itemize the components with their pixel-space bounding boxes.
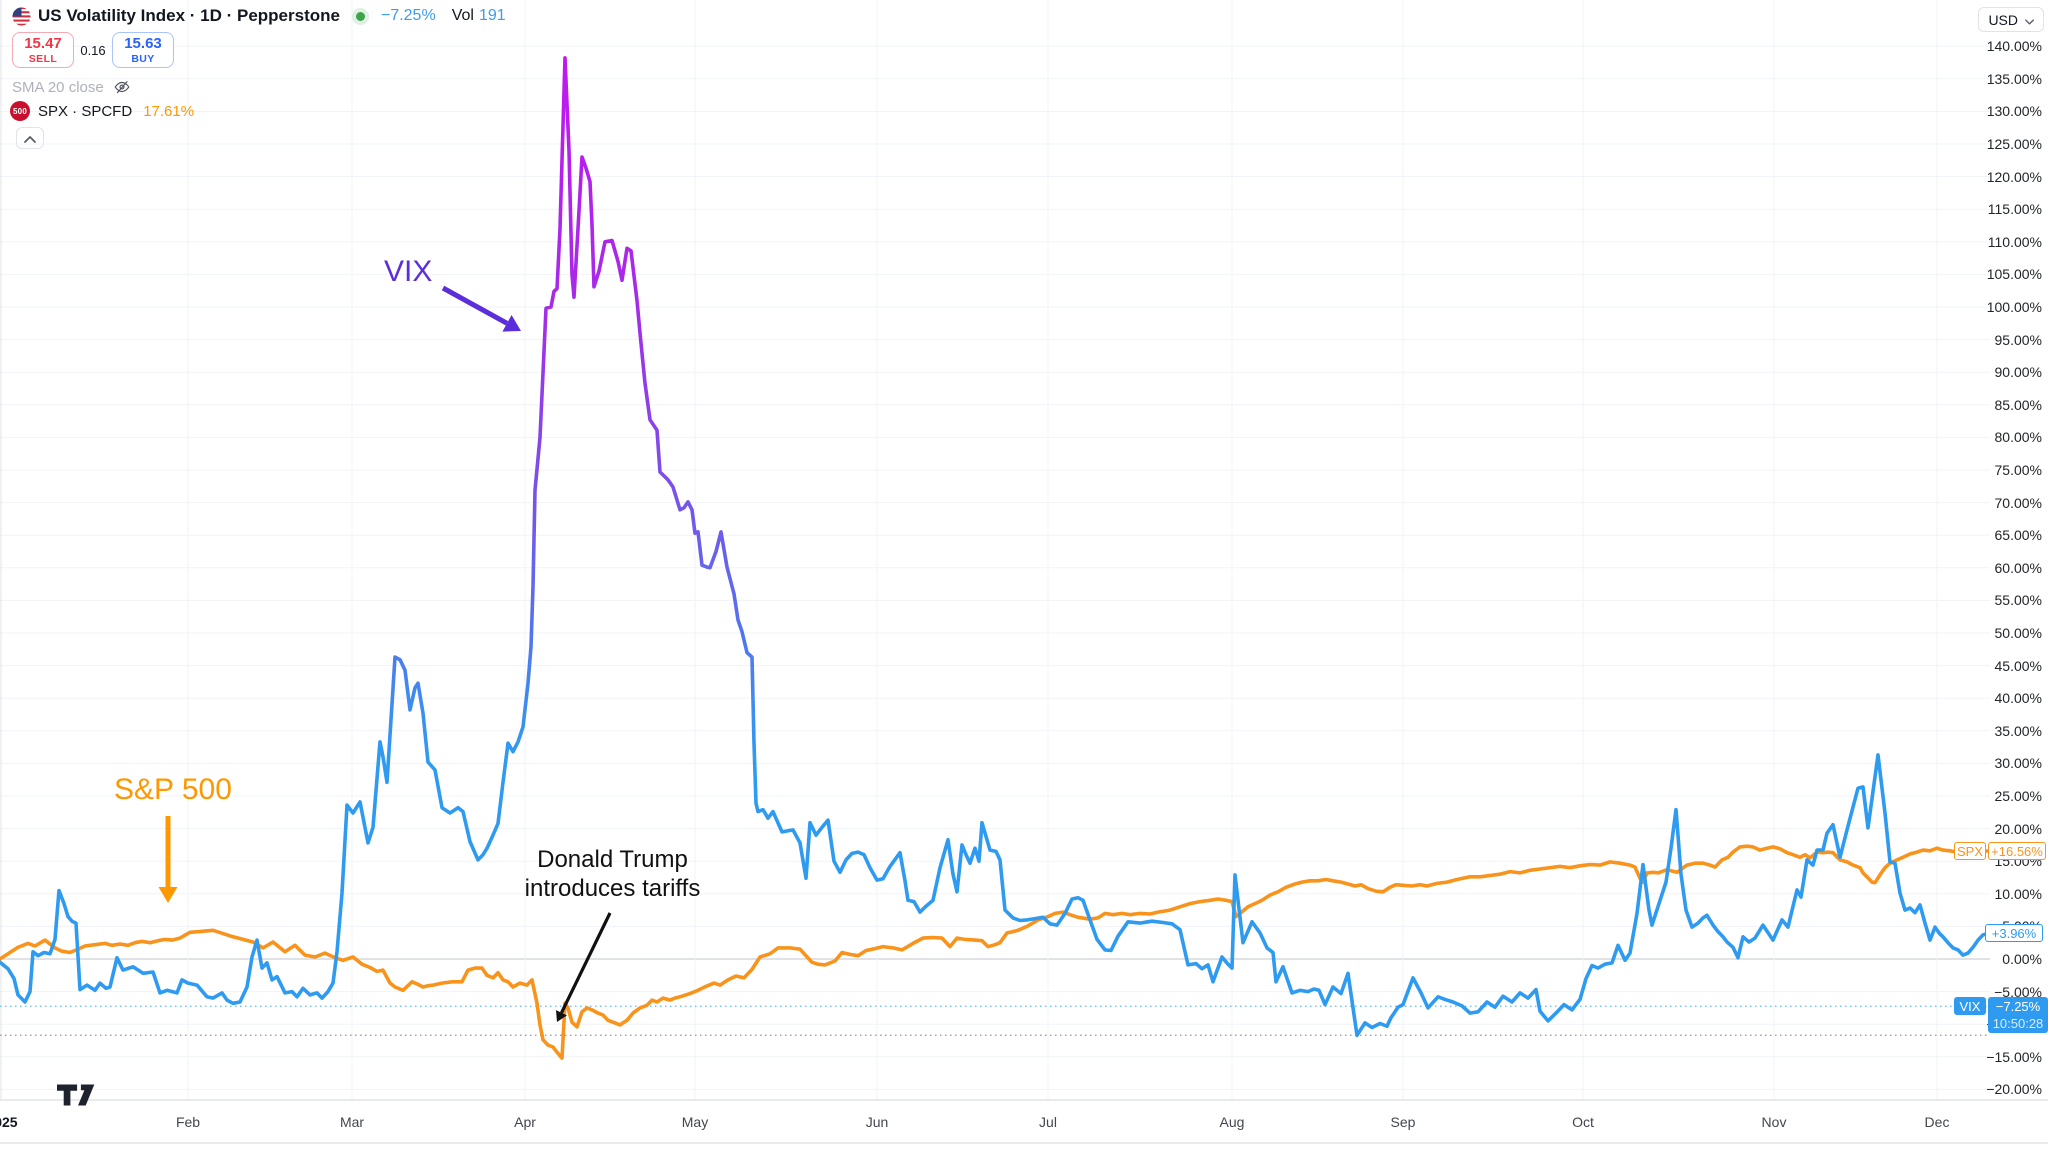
time-axis[interactable]: 2025 Feb Mar Apr May Jun Jul Aug Sep Oct Nov Dec	[0, 1100, 2048, 1144]
sma-indicator-label: SMA 20 close	[12, 78, 104, 96]
us-flag-icon	[12, 6, 31, 26]
price-tick-label: 60.00%	[1994, 559, 2042, 576]
time-tick-label: Nov	[1761, 1114, 1787, 1130]
price-tick-label: 95.00%	[1994, 331, 2042, 348]
price-tick-label: 125.00%	[1986, 136, 2042, 152]
annotation-sp500[interactable]: S&P 500	[114, 773, 232, 806]
spx-change-value: 17.61%	[143, 102, 195, 120]
volume-value: 191	[478, 7, 506, 24]
price-tick-label: 35.00%	[1994, 722, 2042, 739]
price-tick-label: 80.00%	[1994, 429, 2042, 446]
vix-price-label: VIX −7.25% 10:50:28	[1954, 997, 2048, 1034]
price-tick-label: 55.00%	[1994, 592, 2042, 609]
sell-label: SELL	[28, 52, 58, 65]
price-tick-label: 110.00%	[1987, 233, 2042, 250]
price-tick-label: 85.00%	[1994, 396, 2042, 413]
price-tick-label: 75.00%	[1994, 462, 2042, 478]
price-tick-label: 90.00%	[1994, 364, 2042, 381]
price-tick-label: 45.00%	[1994, 657, 2042, 674]
symbol-title: US Volatility Index · 1D · Pepperstone	[38, 6, 340, 25]
spx-tag: SPX	[1954, 842, 1986, 861]
price-tick-label: 105.00%	[1986, 266, 2042, 283]
spx-price-label: SPX +16.56%	[1954, 842, 2046, 861]
price-tick-label: −15.00%	[1986, 1048, 2042, 1065]
buy-label: BUY	[131, 52, 155, 65]
sell-price: 15.47	[24, 35, 62, 53]
time-tick-label: Jul	[1039, 1114, 1057, 1130]
vix-tag: VIX	[1954, 997, 1986, 1016]
bar-countdown: 10:50:28	[1992, 1016, 2044, 1032]
price-tick-label: 65.00%	[1994, 527, 2042, 544]
price-tick-label: 30.00%	[1994, 755, 2042, 772]
vix-last-value: −7.25%	[1995, 999, 2041, 1015]
eye-hidden-icon[interactable]	[113, 78, 131, 96]
indicator-row-spx[interactable]: 500 SPX · SPCFD 17.61%	[10, 100, 194, 122]
price-tick-label: 20.00%	[1994, 820, 2042, 837]
main-last-value: +3.96%	[1985, 924, 2043, 943]
chevron-down-icon	[2025, 12, 2034, 28]
last-change-label: +3.96%	[1985, 924, 2043, 943]
order-panel: 15.47 SELL 0.16 15.63 BUY	[12, 32, 174, 68]
price-tick-label: −5.00%	[1994, 983, 2042, 1000]
spx-symbol-label: SPX · SPCFD	[38, 102, 133, 120]
sp500-badge-icon: 500	[10, 101, 30, 121]
time-tick-label: May	[681, 1114, 709, 1130]
price-tick-label: 50.00%	[1994, 625, 2042, 641]
spx-last-value: +16.56%	[1988, 842, 2046, 861]
symbol-change-percent: −7.25%	[380, 7, 436, 24]
market-status-icon	[355, 11, 365, 21]
currency-selector[interactable]: USD	[1978, 7, 2044, 32]
time-tick-label: Oct	[1572, 1114, 1594, 1130]
buy-button[interactable]: 15.63 BUY	[112, 32, 174, 68]
time-tick-label: Apr	[514, 1114, 536, 1130]
price-tick-label: 0.00%	[2002, 951, 2042, 967]
currency-label: USD	[1988, 11, 2018, 28]
sell-button[interactable]: 15.47 SELL	[12, 32, 74, 68]
time-tick-label: Jun	[865, 1114, 889, 1130]
time-tick-label: Mar	[339, 1114, 365, 1130]
price-tick-label: 40.00%	[1994, 690, 2042, 707]
spread-value: 0.16	[80, 42, 106, 58]
time-tick-label: Aug	[1219, 1114, 1245, 1130]
price-tick-label: 70.00%	[1994, 494, 2042, 511]
time-tick-label: Sep	[1390, 1114, 1416, 1130]
indicator-row-sma[interactable]: SMA 20 close	[12, 77, 131, 97]
annotation-vix[interactable]: VIX	[384, 255, 433, 288]
price-tick-label: −20.00%	[1986, 1081, 2042, 1098]
price-tick-label: 115.00%	[1987, 201, 2042, 218]
buy-price: 15.63	[124, 35, 162, 53]
time-tick-label: Feb	[175, 1114, 201, 1130]
price-tick-label: 25.00%	[1994, 788, 2042, 804]
tradingview-logo[interactable]	[57, 1084, 101, 1111]
symbol-row[interactable]: US Volatility Index · 1D · Pepperstone −…	[12, 4, 506, 28]
price-tick-label: 140.00%	[1986, 38, 2042, 55]
price-tick-label: 100.00%	[1986, 299, 2042, 315]
volume-label: Vol	[451, 7, 474, 24]
annotation-tariffs[interactable]: Donald Trump introduces tariffs	[524, 846, 701, 903]
price-tick-label: 10.00%	[1994, 885, 2042, 902]
price-tick-label: 130.00%	[1986, 103, 2042, 120]
price-tick-label: 120.00%	[1986, 168, 2042, 185]
time-tick-label: Dec	[1924, 1114, 1950, 1130]
price-tick-label: 135.00%	[1986, 70, 2042, 87]
chevron-up-icon	[24, 131, 36, 146]
time-tick-label: 2025	[0, 1114, 18, 1130]
